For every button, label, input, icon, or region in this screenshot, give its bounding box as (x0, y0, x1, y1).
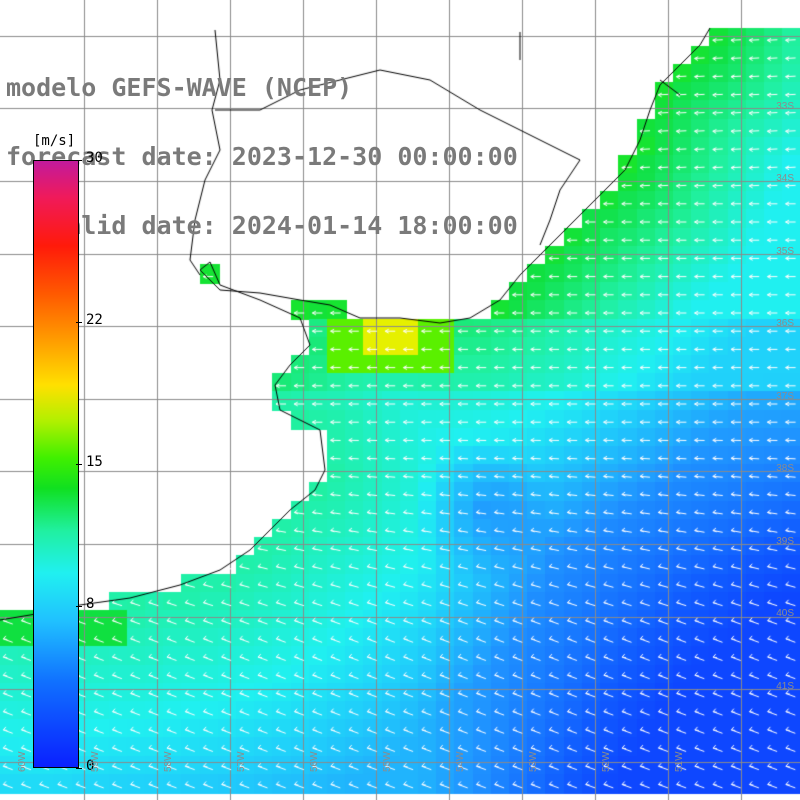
latitude-label: 40S (776, 608, 794, 619)
longitude-label: 51W (674, 751, 685, 772)
latitude-label: 35S (776, 246, 794, 257)
longitude-label: 60W (17, 751, 28, 772)
colorbar-tick-label: 0 (86, 758, 95, 774)
colorbar-tick (76, 160, 82, 161)
latitude-label: 33S (776, 101, 794, 112)
colorbar-tick-label: 8 (86, 595, 95, 612)
longitude-label: 54W (455, 751, 466, 772)
model-title: modelo GEFS-WAVE (NCEP) (6, 73, 353, 102)
longitude-label: 59W (90, 751, 101, 772)
colorbar-tick (76, 464, 82, 465)
colorbar-tick (76, 768, 82, 769)
valid-date: valid date: 2024-01-14 18:00:00 (6, 211, 518, 240)
colorbar-tick-label: 30 (86, 150, 103, 166)
longitude-label: 52W (601, 751, 612, 772)
colorbar-unit: [m/s] (33, 133, 76, 149)
title-block: modelo GEFS-WAVE (NCEP) forecast date: 2… (6, 30, 518, 260)
forecast-date: forecast date: 2023-12-30 00:00:00 (6, 142, 518, 171)
longitude-label: 56W (309, 751, 320, 772)
latitude-label: 36S (776, 318, 794, 329)
latitude-label: 38S (776, 463, 794, 474)
colorbar (33, 160, 79, 768)
latitude-label: 39S (776, 536, 794, 547)
colorbar-tick (76, 605, 82, 607)
longitude-label: 57W (236, 751, 247, 772)
colorbar-tick-label: 22 (86, 312, 103, 329)
longitude-label: 55W (382, 751, 393, 772)
latitude-label: 34S (776, 173, 794, 184)
longitude-label: 53W (528, 751, 539, 772)
latitude-label: 37S (776, 391, 794, 402)
colorbar-tick (76, 322, 82, 324)
colorbar-tick-label: 15 (86, 454, 103, 470)
longitude-label: 58W (163, 751, 174, 772)
latitude-label: 41S (776, 681, 794, 692)
